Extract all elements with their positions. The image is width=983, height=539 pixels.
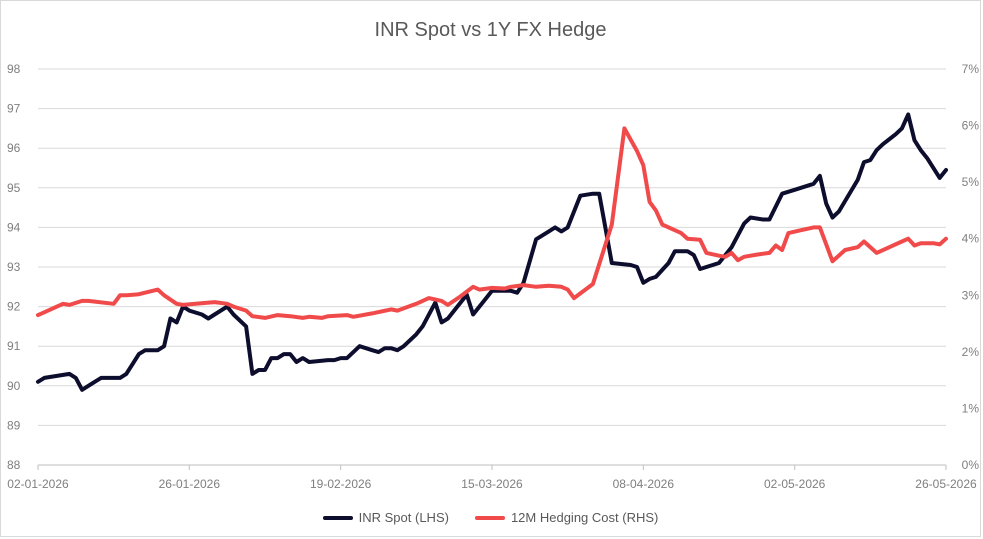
series-line-hedging-cost (36, 126, 948, 320)
x-tick-label: 15-03-2026 (461, 477, 523, 491)
y-left-tick-label: 93 (7, 260, 21, 274)
x-tick-label: 02-01-2026 (7, 477, 69, 491)
y-left-tick-label: 94 (7, 220, 21, 234)
legend-item-inr-spot: INR Spot (LHS) (322, 510, 449, 525)
legend-swatch-hedging-cost (474, 515, 505, 520)
series-line-inr-spot (36, 112, 948, 392)
y-left-tick-label: 90 (7, 379, 21, 393)
x-tick-label: 08-04-2026 (613, 477, 675, 491)
y-right-tick-label: 4% (962, 232, 980, 246)
y-left-tick-label: 91 (7, 339, 21, 353)
y-left-tick-label: 89 (7, 418, 21, 432)
y-right-tick-label: 2% (962, 345, 980, 359)
y-right-tick-label: 6% (962, 119, 980, 133)
legend-label-inr-spot: INR Spot (LHS) (358, 510, 449, 525)
chart-legend: INR Spot (LHS) 12M Hedging Cost (RHS) (1, 510, 980, 525)
x-tick-label: 02-05-2026 (764, 477, 826, 491)
chart-title: INR Spot vs 1Y FX Hedge (374, 19, 607, 41)
y-left-tick-label: 95 (7, 181, 21, 195)
y-left-tick-label: 92 (7, 300, 21, 314)
y-left-tick-label: 97 (7, 102, 21, 116)
legend-swatch-inr-spot (322, 515, 353, 520)
x-tick-label: 19-02-2026 (310, 477, 372, 491)
y-right-tick-label: 0% (962, 458, 980, 472)
y-right-tick-label: 3% (962, 288, 980, 302)
y-right-tick-label: 1% (962, 401, 980, 415)
y-right-tick-label: 5% (962, 175, 980, 189)
legend-label-hedging-cost: 12M Hedging Cost (RHS) (510, 510, 659, 525)
x-tick-label: 26-05-2026 (915, 477, 977, 491)
y-left-tick-label: 88 (7, 458, 21, 472)
y-left-tick-label: 96 (7, 141, 21, 155)
y-right-tick-label: 7% (962, 62, 980, 76)
y-left-tick-label: 98 (7, 62, 21, 76)
x-tick-label: 26-01-2026 (159, 477, 221, 491)
legend-item-hedging-cost: 12M Hedging Cost (RHS) (474, 510, 659, 525)
